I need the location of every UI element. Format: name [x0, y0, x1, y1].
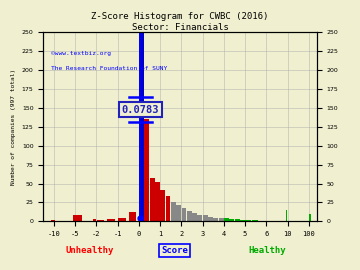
Bar [73, 215, 82, 221]
Bar [192, 213, 197, 221]
Bar [198, 215, 202, 221]
Title: Z-Score Histogram for CWBC (2016)
Sector: Financials: Z-Score Histogram for CWBC (2016) Sector… [91, 12, 269, 32]
Bar [213, 218, 218, 221]
Bar [187, 211, 192, 221]
Bar [51, 220, 55, 221]
Text: Healthy: Healthy [249, 246, 286, 255]
Bar [155, 182, 160, 221]
Text: 0.0783: 0.0783 [122, 104, 159, 114]
Text: The Research Foundation of SUNY: The Research Foundation of SUNY [51, 66, 168, 72]
Bar [224, 218, 229, 221]
Bar [144, 119, 149, 221]
Bar [285, 210, 287, 221]
Bar [181, 208, 186, 221]
Bar [176, 205, 181, 221]
Bar [171, 202, 176, 221]
Text: ©www.textbiz.org: ©www.textbiz.org [51, 51, 111, 56]
Bar [139, 32, 144, 221]
Bar [309, 214, 311, 221]
Bar [97, 220, 104, 221]
Bar [235, 219, 239, 221]
Bar [150, 178, 154, 221]
Bar [203, 215, 208, 221]
Text: Score: Score [161, 246, 188, 255]
Bar [208, 217, 213, 221]
Bar [219, 218, 224, 221]
Bar [118, 218, 126, 221]
Bar [252, 220, 257, 221]
Bar [107, 219, 115, 221]
Bar [245, 220, 251, 221]
Bar [240, 220, 245, 221]
Bar [229, 219, 234, 221]
Bar [166, 197, 171, 221]
Text: Unhealthy: Unhealthy [66, 246, 114, 255]
Bar [93, 219, 96, 221]
Y-axis label: Number of companies (997 total): Number of companies (997 total) [11, 69, 16, 185]
Bar [160, 190, 165, 221]
Bar [129, 212, 136, 221]
